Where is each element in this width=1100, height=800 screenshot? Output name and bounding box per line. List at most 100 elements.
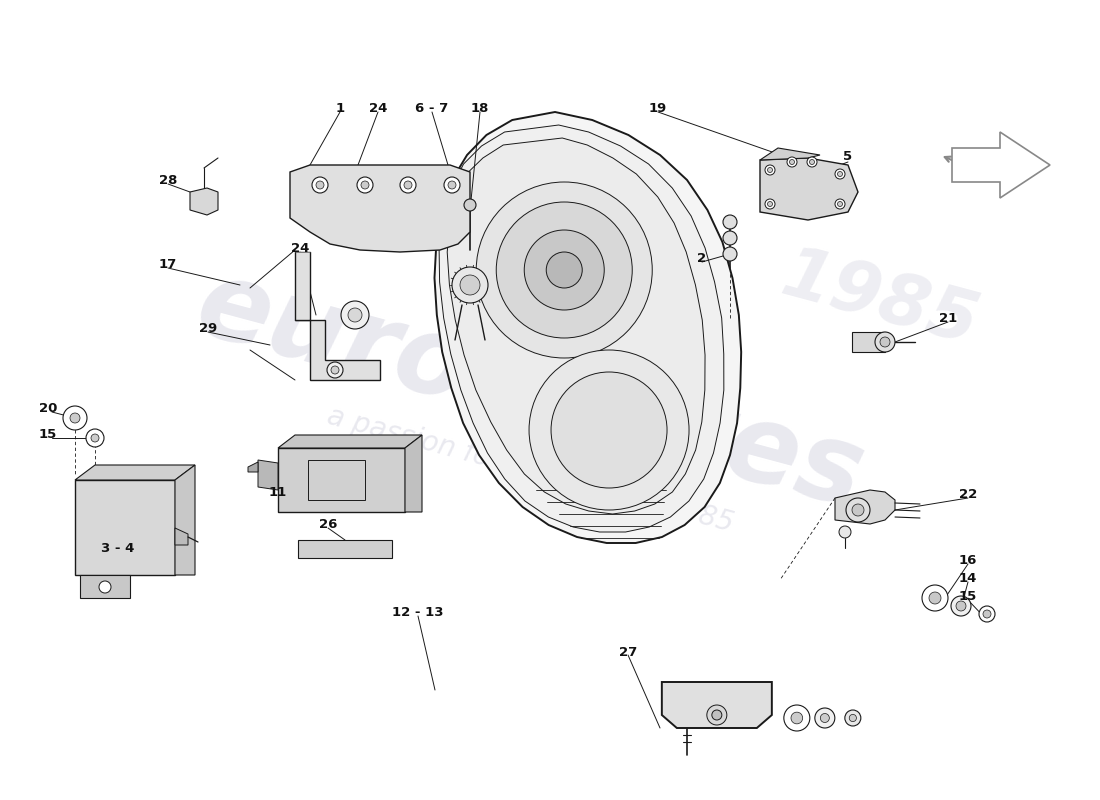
Text: 15: 15	[959, 590, 977, 602]
Circle shape	[448, 181, 456, 189]
Circle shape	[979, 606, 996, 622]
Circle shape	[849, 714, 857, 722]
Polygon shape	[278, 448, 405, 512]
Polygon shape	[760, 148, 820, 160]
Circle shape	[839, 526, 851, 538]
Polygon shape	[75, 465, 195, 480]
Circle shape	[821, 714, 829, 722]
Circle shape	[312, 177, 328, 193]
Circle shape	[444, 177, 460, 193]
Circle shape	[768, 202, 772, 206]
Polygon shape	[448, 138, 705, 514]
Polygon shape	[248, 462, 258, 472]
Circle shape	[791, 712, 803, 724]
Text: 21: 21	[939, 311, 957, 325]
Circle shape	[712, 710, 722, 720]
Polygon shape	[175, 528, 188, 545]
Polygon shape	[75, 480, 175, 575]
Polygon shape	[952, 132, 1050, 198]
Circle shape	[807, 157, 817, 167]
Circle shape	[91, 434, 99, 442]
Circle shape	[846, 498, 870, 522]
Circle shape	[790, 159, 794, 165]
Circle shape	[327, 362, 343, 378]
Text: 24: 24	[368, 102, 387, 114]
Circle shape	[930, 592, 940, 604]
Text: 15: 15	[39, 429, 57, 442]
Circle shape	[63, 406, 87, 430]
Text: 24: 24	[290, 242, 309, 254]
Circle shape	[810, 159, 814, 165]
Circle shape	[452, 267, 488, 303]
Circle shape	[983, 610, 991, 618]
Polygon shape	[760, 158, 858, 220]
Circle shape	[551, 372, 667, 488]
Text: 6 - 7: 6 - 7	[416, 102, 449, 114]
Polygon shape	[80, 575, 130, 598]
Circle shape	[764, 165, 776, 175]
Circle shape	[835, 169, 845, 179]
Circle shape	[400, 177, 416, 193]
Circle shape	[764, 199, 776, 209]
Text: 12 - 13: 12 - 13	[393, 606, 443, 618]
Polygon shape	[434, 112, 741, 543]
Polygon shape	[852, 332, 886, 352]
Text: 20: 20	[39, 402, 57, 414]
Circle shape	[723, 215, 737, 229]
Circle shape	[952, 596, 971, 616]
Circle shape	[874, 332, 895, 352]
Circle shape	[784, 705, 810, 731]
Circle shape	[358, 177, 373, 193]
Polygon shape	[662, 682, 772, 728]
Circle shape	[361, 181, 368, 189]
Polygon shape	[258, 460, 278, 490]
Polygon shape	[835, 490, 895, 524]
Text: 29: 29	[199, 322, 217, 334]
Polygon shape	[175, 465, 195, 575]
Circle shape	[316, 181, 324, 189]
Text: 14: 14	[959, 571, 977, 585]
Circle shape	[341, 301, 368, 329]
Polygon shape	[278, 435, 422, 448]
Circle shape	[460, 275, 480, 295]
Circle shape	[768, 167, 772, 173]
Circle shape	[922, 585, 948, 611]
Circle shape	[348, 308, 362, 322]
Text: 17: 17	[158, 258, 177, 271]
Circle shape	[496, 202, 632, 338]
Circle shape	[464, 199, 476, 211]
Polygon shape	[405, 435, 422, 512]
Circle shape	[331, 366, 339, 374]
Circle shape	[99, 581, 111, 593]
Circle shape	[837, 171, 843, 177]
Text: 22: 22	[959, 489, 977, 502]
Circle shape	[547, 252, 582, 288]
Text: 16: 16	[959, 554, 977, 566]
Circle shape	[86, 429, 104, 447]
Polygon shape	[298, 540, 392, 558]
Circle shape	[476, 182, 652, 358]
Text: 11: 11	[268, 486, 287, 498]
Circle shape	[525, 230, 604, 310]
Circle shape	[786, 157, 798, 167]
Circle shape	[404, 181, 412, 189]
Circle shape	[723, 231, 737, 245]
Polygon shape	[190, 188, 218, 215]
Circle shape	[880, 337, 890, 347]
Text: 26: 26	[319, 518, 338, 531]
Polygon shape	[439, 125, 724, 532]
Circle shape	[835, 199, 845, 209]
Text: 2: 2	[697, 251, 706, 265]
Circle shape	[723, 247, 737, 261]
Text: 19: 19	[649, 102, 667, 114]
Polygon shape	[295, 252, 380, 380]
Circle shape	[837, 202, 843, 206]
Polygon shape	[290, 165, 470, 252]
Text: 18: 18	[471, 102, 490, 114]
Text: 27: 27	[619, 646, 637, 658]
Text: 28: 28	[158, 174, 177, 186]
Text: 5: 5	[844, 150, 852, 163]
Circle shape	[529, 350, 689, 510]
Circle shape	[70, 413, 80, 423]
Text: 3 - 4: 3 - 4	[101, 542, 134, 554]
